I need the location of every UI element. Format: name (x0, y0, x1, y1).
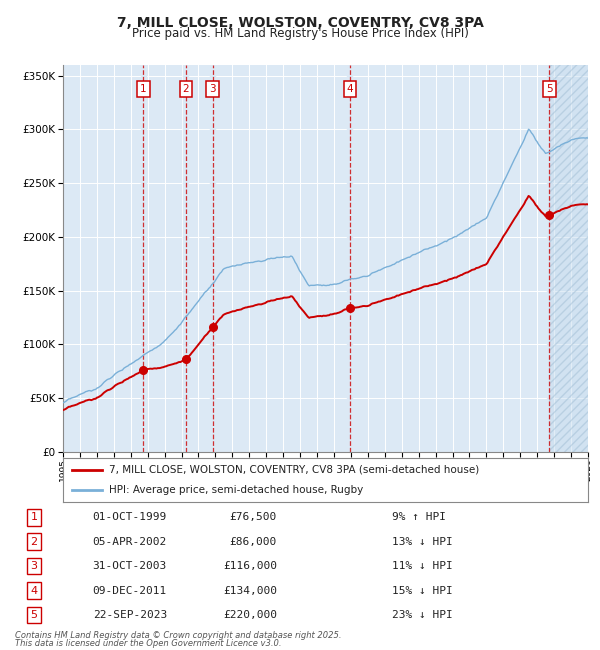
Text: Contains HM Land Registry data © Crown copyright and database right 2025.: Contains HM Land Registry data © Crown c… (15, 631, 341, 640)
Text: This data is licensed under the Open Government Licence v3.0.: This data is licensed under the Open Gov… (15, 639, 281, 648)
Text: 09-DEC-2011: 09-DEC-2011 (92, 586, 167, 595)
Text: £86,000: £86,000 (230, 537, 277, 547)
Text: £116,000: £116,000 (223, 561, 277, 571)
Text: £134,000: £134,000 (223, 586, 277, 595)
Text: 15% ↓ HPI: 15% ↓ HPI (392, 586, 453, 595)
Bar (347, 65, 352, 452)
Text: 05-APR-2002: 05-APR-2002 (92, 537, 167, 547)
Text: 4: 4 (347, 84, 353, 94)
Text: 2: 2 (31, 537, 37, 547)
Text: 9% ↑ HPI: 9% ↑ HPI (392, 512, 446, 522)
Text: 11% ↓ HPI: 11% ↓ HPI (392, 561, 453, 571)
Text: HPI: Average price, semi-detached house, Rugby: HPI: Average price, semi-detached house,… (109, 485, 364, 495)
Bar (550, 65, 588, 452)
Text: £220,000: £220,000 (223, 610, 277, 620)
Text: £76,500: £76,500 (230, 512, 277, 522)
Text: 5: 5 (31, 610, 37, 620)
Bar (547, 65, 552, 452)
Text: 4: 4 (31, 586, 37, 595)
Text: 22-SEP-2023: 22-SEP-2023 (92, 610, 167, 620)
Text: 3: 3 (31, 561, 37, 571)
Bar (141, 65, 146, 452)
Text: 23% ↓ HPI: 23% ↓ HPI (392, 610, 453, 620)
Text: 3: 3 (209, 84, 216, 94)
Text: 1: 1 (31, 512, 37, 522)
Bar (184, 65, 188, 452)
Text: 1: 1 (140, 84, 147, 94)
Text: 2: 2 (182, 84, 189, 94)
Text: 13% ↓ HPI: 13% ↓ HPI (392, 537, 453, 547)
Text: 01-OCT-1999: 01-OCT-1999 (92, 512, 167, 522)
Text: 7, MILL CLOSE, WOLSTON, COVENTRY, CV8 3PA (semi-detached house): 7, MILL CLOSE, WOLSTON, COVENTRY, CV8 3P… (109, 465, 479, 474)
Bar (210, 65, 215, 452)
Text: 7, MILL CLOSE, WOLSTON, COVENTRY, CV8 3PA: 7, MILL CLOSE, WOLSTON, COVENTRY, CV8 3P… (116, 16, 484, 30)
Text: Price paid vs. HM Land Registry's House Price Index (HPI): Price paid vs. HM Land Registry's House … (131, 27, 469, 40)
Text: 5: 5 (546, 84, 553, 94)
Text: 31-OCT-2003: 31-OCT-2003 (92, 561, 167, 571)
